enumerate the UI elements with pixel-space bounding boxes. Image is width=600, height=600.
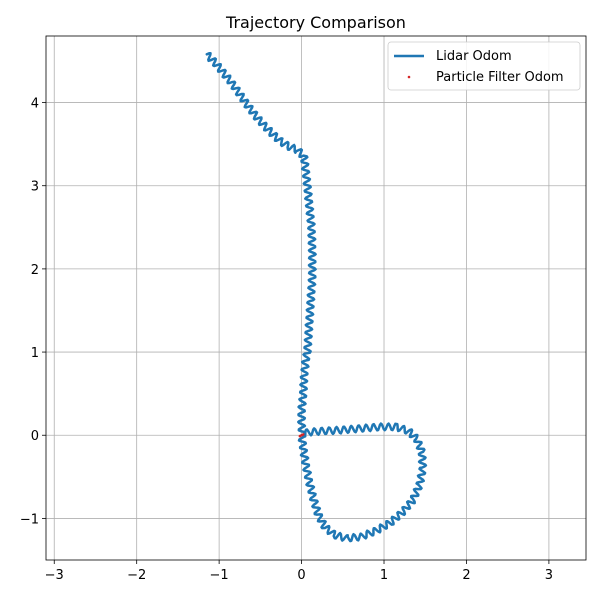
legend: Lidar Odom Particle Filter Odom [387,41,581,91]
y-tick-label: 3 [31,180,39,195]
x-tick-label: 2 [462,568,470,583]
y-tick-label: 4 [31,97,39,112]
series-point-particle-filter [301,433,305,436]
x-tick-label: −2 [127,568,146,583]
y-tick-label: −1 [20,512,39,527]
y-tick-label: 0 [31,429,39,444]
series-point-particle-filter [298,434,302,438]
y-tick-label: 2 [31,263,39,278]
legend-label-particle: Particle Filter Odom [436,70,564,85]
axes-frame [45,35,587,561]
legend-box [387,41,581,91]
series-layer [205,52,428,543]
axis-ticks: −3 −2 −1 0 1 2 3 −1 0 1 2 3 4 [20,97,553,583]
legend-label-lidar: Lidar Odom [436,49,512,64]
x-tick-label: 0 [297,568,305,583]
legend-swatch-particle [407,75,411,79]
x-tick-label: −3 [45,568,64,583]
x-tick-label: −1 [210,568,229,583]
series-line-lidar-odom [205,52,428,543]
y-tick-label: 1 [31,346,39,361]
plot-area [205,52,428,543]
chart-title: Trajectory Comparison [225,13,406,32]
x-tick-label: 1 [380,568,388,583]
x-tick-label: 3 [545,568,553,583]
